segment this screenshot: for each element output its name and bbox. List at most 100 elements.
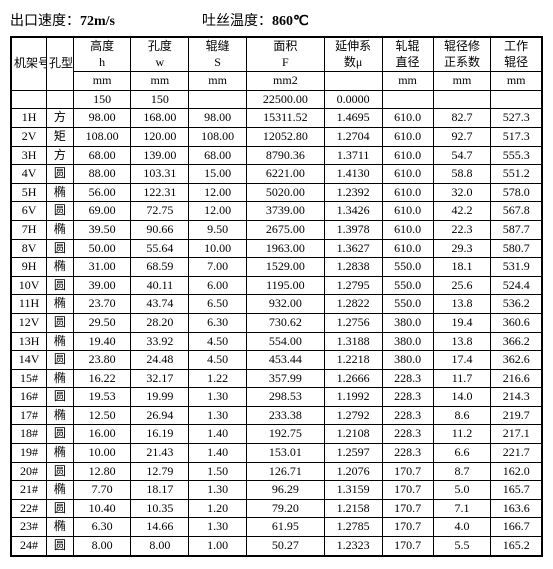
table-cell: 610.0 [382, 127, 433, 146]
table-cell: 228.3 [382, 425, 433, 444]
table-cell: 4V [11, 165, 47, 184]
table-cell: 12.79 [131, 462, 189, 481]
table-cell: 610.0 [382, 220, 433, 239]
table-row: 2V矩108.00120.00108.0012052.801.2704610.0… [11, 127, 542, 146]
table-cell: 13.8 [433, 332, 491, 351]
table-cell: 1.4130 [324, 165, 382, 184]
table-cell: 1.20 [189, 499, 247, 518]
table-cell: 531.9 [491, 258, 542, 277]
table-cell: 2675.00 [247, 220, 325, 239]
table-cell: 166.7 [491, 518, 542, 537]
table-cell: 椭 [47, 518, 74, 537]
table-cell: 1.3978 [324, 220, 382, 239]
table-cell: 17# [11, 406, 47, 425]
table-cell: 610.0 [382, 146, 433, 165]
table-cell: 1.2756 [324, 313, 382, 332]
table-cell: 1963.00 [247, 239, 325, 258]
table-cell: 580.7 [491, 239, 542, 258]
table-cell: 1.3711 [324, 146, 382, 165]
table-cell: 610.0 [382, 183, 433, 202]
table-row: 15015022500.000.0000 [11, 90, 542, 109]
table-cell: 1.2785 [324, 518, 382, 537]
table-cell: 1.2392 [324, 183, 382, 202]
table-cell: 9.50 [189, 220, 247, 239]
table-cell: 矩 [47, 127, 74, 146]
table-cell: 7.1 [433, 499, 491, 518]
table-cell: 1.2597 [324, 444, 382, 463]
table-cell: 39.50 [73, 220, 131, 239]
exit-speed-value: 72m/s [80, 14, 115, 29]
table-cell: 18.1 [433, 258, 491, 277]
table-cell: 6.50 [189, 295, 247, 314]
table-cell: 550.0 [382, 276, 433, 295]
table-cell: 10.00 [73, 444, 131, 463]
table-cell: 126.71 [247, 462, 325, 481]
table-cell: 1.30 [189, 481, 247, 500]
temp-label: 吐丝温度： [202, 14, 272, 29]
rolling-params-table: 机架号孔型高度h孔度w辊缝S面积F延伸系数μ轧辊直径辊径修正系数工作辊径 mmm… [10, 36, 543, 557]
table-row: 16#圆19.5319.991.30298.531.1992228.314.02… [11, 388, 542, 407]
table-head: 机架号孔型高度h孔度w辊缝S面积F延伸系数μ轧辊直径辊径修正系数工作辊径 mmm… [11, 37, 542, 90]
table-cell: 217.1 [491, 425, 542, 444]
table-cell: 19.53 [73, 388, 131, 407]
table-cell: 25.6 [433, 276, 491, 295]
table-row: 13H椭19.4033.924.50554.001.3188380.013.83… [11, 332, 542, 351]
table-cell: 24.48 [131, 351, 189, 370]
table-row: 11H椭23.7043.746.50932.001.2822550.013.85… [11, 295, 542, 314]
table-cell: 圆 [47, 202, 74, 221]
table-cell: 圆 [47, 239, 74, 258]
table-row: 6V圆69.0072.7512.003739.001.3426610.042.2… [11, 202, 542, 221]
col-unit: mm [189, 72, 247, 91]
table-cell: 21.43 [131, 444, 189, 463]
col-unit: mm [433, 72, 491, 91]
table-cell: 1529.00 [247, 258, 325, 277]
table-cell: 610.0 [382, 109, 433, 128]
table-cell: 68.59 [131, 258, 189, 277]
table-cell: 150 [73, 90, 131, 109]
table-cell: 22500.00 [247, 90, 325, 109]
table-cell: 360.6 [491, 313, 542, 332]
table-cell: 19# [11, 444, 47, 463]
table-cell: 366.2 [491, 332, 542, 351]
table-cell: 19.4 [433, 313, 491, 332]
table-row: 20#圆12.8012.791.50126.711.2076170.78.716… [11, 462, 542, 481]
table-cell: 90.66 [131, 220, 189, 239]
table-cell: 31.00 [73, 258, 131, 277]
table-cell: 20# [11, 462, 47, 481]
table-cell: 192.75 [247, 425, 325, 444]
table-row: 3H方68.00139.0068.008790.361.3711610.054.… [11, 146, 542, 165]
table-cell: 1.50 [189, 462, 247, 481]
table-row: 19#椭10.0021.431.40153.011.2597228.36.622… [11, 444, 542, 463]
table-cell: 10.35 [131, 499, 189, 518]
table-cell: 567.8 [491, 202, 542, 221]
table-cell: 圆 [47, 165, 74, 184]
table-cell: 10V [11, 276, 47, 295]
col-header: 辊径修正系数 [433, 37, 491, 72]
table-cell: 22# [11, 499, 47, 518]
table-cell: 13.8 [433, 295, 491, 314]
table-cell: 578.0 [491, 183, 542, 202]
table-cell: 1.2666 [324, 369, 382, 388]
table-cell: 4.50 [189, 332, 247, 351]
table-cell: 12.00 [189, 202, 247, 221]
table-cell: 椭 [47, 295, 74, 314]
table-cell: 122.31 [131, 183, 189, 202]
table-cell: 524.4 [491, 276, 542, 295]
table-cell: 92.7 [433, 127, 491, 146]
table-cell: 1.2838 [324, 258, 382, 277]
table-cell: 圆 [47, 537, 74, 556]
col-header: 轧辊直径 [382, 37, 433, 72]
table-cell: 16.00 [73, 425, 131, 444]
table-cell: 7.70 [73, 481, 131, 500]
table-cell: 29.50 [73, 313, 131, 332]
table-cell: 165.7 [491, 481, 542, 500]
table-cell: 19.40 [73, 332, 131, 351]
table-cell: 16.19 [131, 425, 189, 444]
table-row: 24#圆8.008.001.0050.271.2323170.75.5165.2 [11, 537, 542, 556]
table-cell: 362.6 [491, 351, 542, 370]
table-cell: 4.50 [189, 351, 247, 370]
table-cell: 圆 [47, 276, 74, 295]
table-cell: 517.3 [491, 127, 542, 146]
table-row: 17#椭12.5026.941.30233.381.2792228.38.621… [11, 406, 542, 425]
table-cell: 椭 [47, 406, 74, 425]
